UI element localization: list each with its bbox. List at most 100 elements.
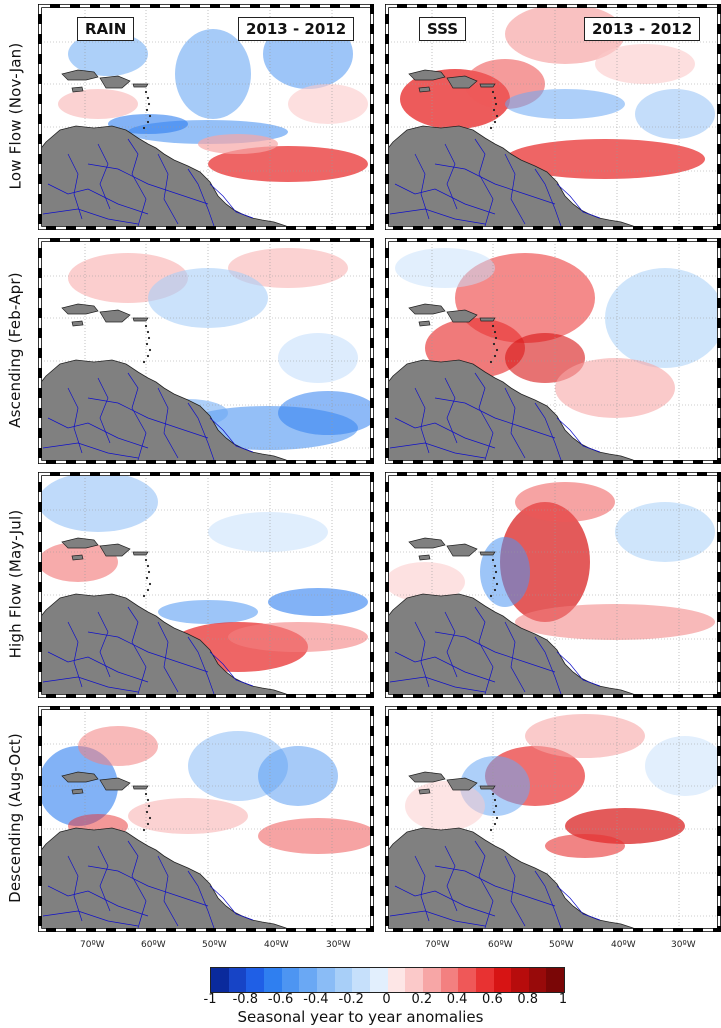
river-line bbox=[504, 387, 526, 459]
lesser-antilles-island bbox=[142, 828, 146, 832]
river-line bbox=[504, 855, 526, 927]
anomaly-patch bbox=[258, 746, 338, 806]
lesser-antilles-island bbox=[492, 108, 496, 112]
lesser-antilles-island bbox=[491, 558, 495, 562]
map-svg bbox=[38, 706, 374, 932]
south-america-land bbox=[38, 359, 293, 464]
lesser-antilles-island bbox=[493, 822, 497, 826]
river-line bbox=[42, 910, 139, 927]
anomaly-patch bbox=[208, 512, 328, 552]
lesser-antilles-island bbox=[489, 594, 493, 598]
lesser-antilles-island bbox=[489, 828, 493, 832]
lesser-antilles-island bbox=[493, 96, 497, 100]
anomaly-patch bbox=[108, 114, 188, 134]
lesser-antilles-island bbox=[494, 336, 498, 340]
south-america-land bbox=[385, 125, 640, 230]
caribbean-island bbox=[446, 75, 478, 89]
caribbean-island bbox=[61, 69, 99, 81]
lesser-antilles-island bbox=[146, 354, 150, 358]
anomaly-patch bbox=[505, 89, 625, 119]
colorbar-tick-label: -0.8 bbox=[232, 992, 258, 1007]
lesser-antilles-island bbox=[145, 576, 149, 580]
caribbean-island bbox=[408, 303, 446, 315]
row-label-text: High Flow (May-Jul) bbox=[6, 509, 25, 659]
south-america-land bbox=[38, 827, 293, 932]
lon-label-50w-left: 50ºW bbox=[202, 940, 227, 950]
lesser-antilles-island bbox=[144, 558, 148, 562]
river-line bbox=[556, 183, 601, 219]
river-line bbox=[187, 870, 215, 929]
caribbean-island bbox=[132, 551, 149, 556]
lesser-antilles-island bbox=[146, 822, 150, 826]
river-line bbox=[47, 183, 149, 215]
river-line bbox=[434, 397, 556, 439]
caribbean-island bbox=[418, 554, 431, 561]
lon-label-70w-left: 70ºW bbox=[80, 940, 105, 950]
lesser-antilles-island bbox=[492, 576, 496, 580]
river-line bbox=[414, 621, 430, 688]
river-line bbox=[394, 651, 496, 683]
lesser-antilles-island bbox=[148, 348, 152, 352]
caribbean-island bbox=[71, 86, 84, 93]
river-line bbox=[556, 651, 601, 687]
colorbar-swatch bbox=[369, 968, 388, 992]
colorbar-swatch bbox=[334, 968, 353, 992]
anomaly-patch bbox=[405, 781, 485, 831]
south-america-land bbox=[38, 125, 293, 230]
map-frame-dash bbox=[385, 706, 721, 932]
lesser-antilles-island bbox=[495, 348, 499, 352]
river-line bbox=[474, 138, 494, 227]
caribbean-island bbox=[71, 554, 84, 561]
caribbean-island bbox=[479, 551, 496, 556]
river-line bbox=[434, 865, 556, 907]
lon-label-30w-left: 30ºW bbox=[326, 940, 351, 950]
lesser-antilles-island bbox=[148, 114, 152, 118]
river-line bbox=[389, 442, 486, 459]
anomaly-patch bbox=[78, 726, 158, 766]
anomaly-patch bbox=[605, 268, 721, 368]
anomaly-patch bbox=[615, 502, 715, 562]
lesser-antilles-island bbox=[495, 816, 499, 820]
panel-rain-ascending bbox=[38, 238, 374, 464]
caribbean-island bbox=[408, 69, 446, 81]
lesser-antilles-island bbox=[145, 342, 149, 346]
anomaly-patch bbox=[645, 736, 721, 796]
river-line bbox=[394, 417, 496, 449]
river-line bbox=[67, 855, 83, 922]
river-line bbox=[504, 153, 526, 225]
river-line bbox=[127, 138, 147, 227]
anomaly-patch bbox=[228, 248, 348, 288]
caribbean-island bbox=[408, 537, 446, 549]
colorbar-swatch bbox=[511, 968, 529, 992]
river-line bbox=[394, 885, 496, 917]
river-line bbox=[127, 840, 147, 929]
river-line bbox=[97, 845, 111, 912]
river-line bbox=[97, 377, 111, 444]
colorbar-swatch bbox=[246, 968, 264, 992]
caribbean-island bbox=[61, 771, 99, 783]
river-line bbox=[389, 676, 486, 693]
river-line bbox=[127, 606, 147, 695]
river-line bbox=[414, 855, 430, 922]
map-svg bbox=[38, 238, 374, 464]
lesser-antilles-island bbox=[147, 570, 151, 574]
river-line bbox=[434, 631, 556, 673]
anomaly-patch bbox=[395, 248, 495, 288]
river-line bbox=[157, 855, 179, 927]
lesser-antilles-island bbox=[147, 102, 151, 106]
colorbar-swatch bbox=[387, 968, 406, 992]
colorbar-title: Seasonal year to year anomalies bbox=[237, 1008, 484, 1026]
south-america-land bbox=[385, 359, 640, 464]
river-line bbox=[42, 208, 139, 225]
colorbar-swatch bbox=[546, 968, 565, 992]
river-line bbox=[87, 865, 209, 907]
lon-label-50w-right: 50ºW bbox=[549, 940, 574, 950]
anomaly-patch bbox=[545, 834, 625, 858]
panel-sss-low-flow bbox=[385, 4, 721, 230]
river-line bbox=[474, 840, 494, 929]
anomaly-patch bbox=[505, 333, 585, 383]
river-line bbox=[97, 143, 111, 210]
south-america-land bbox=[385, 593, 640, 698]
river-line bbox=[444, 143, 458, 210]
river-line bbox=[209, 651, 254, 687]
